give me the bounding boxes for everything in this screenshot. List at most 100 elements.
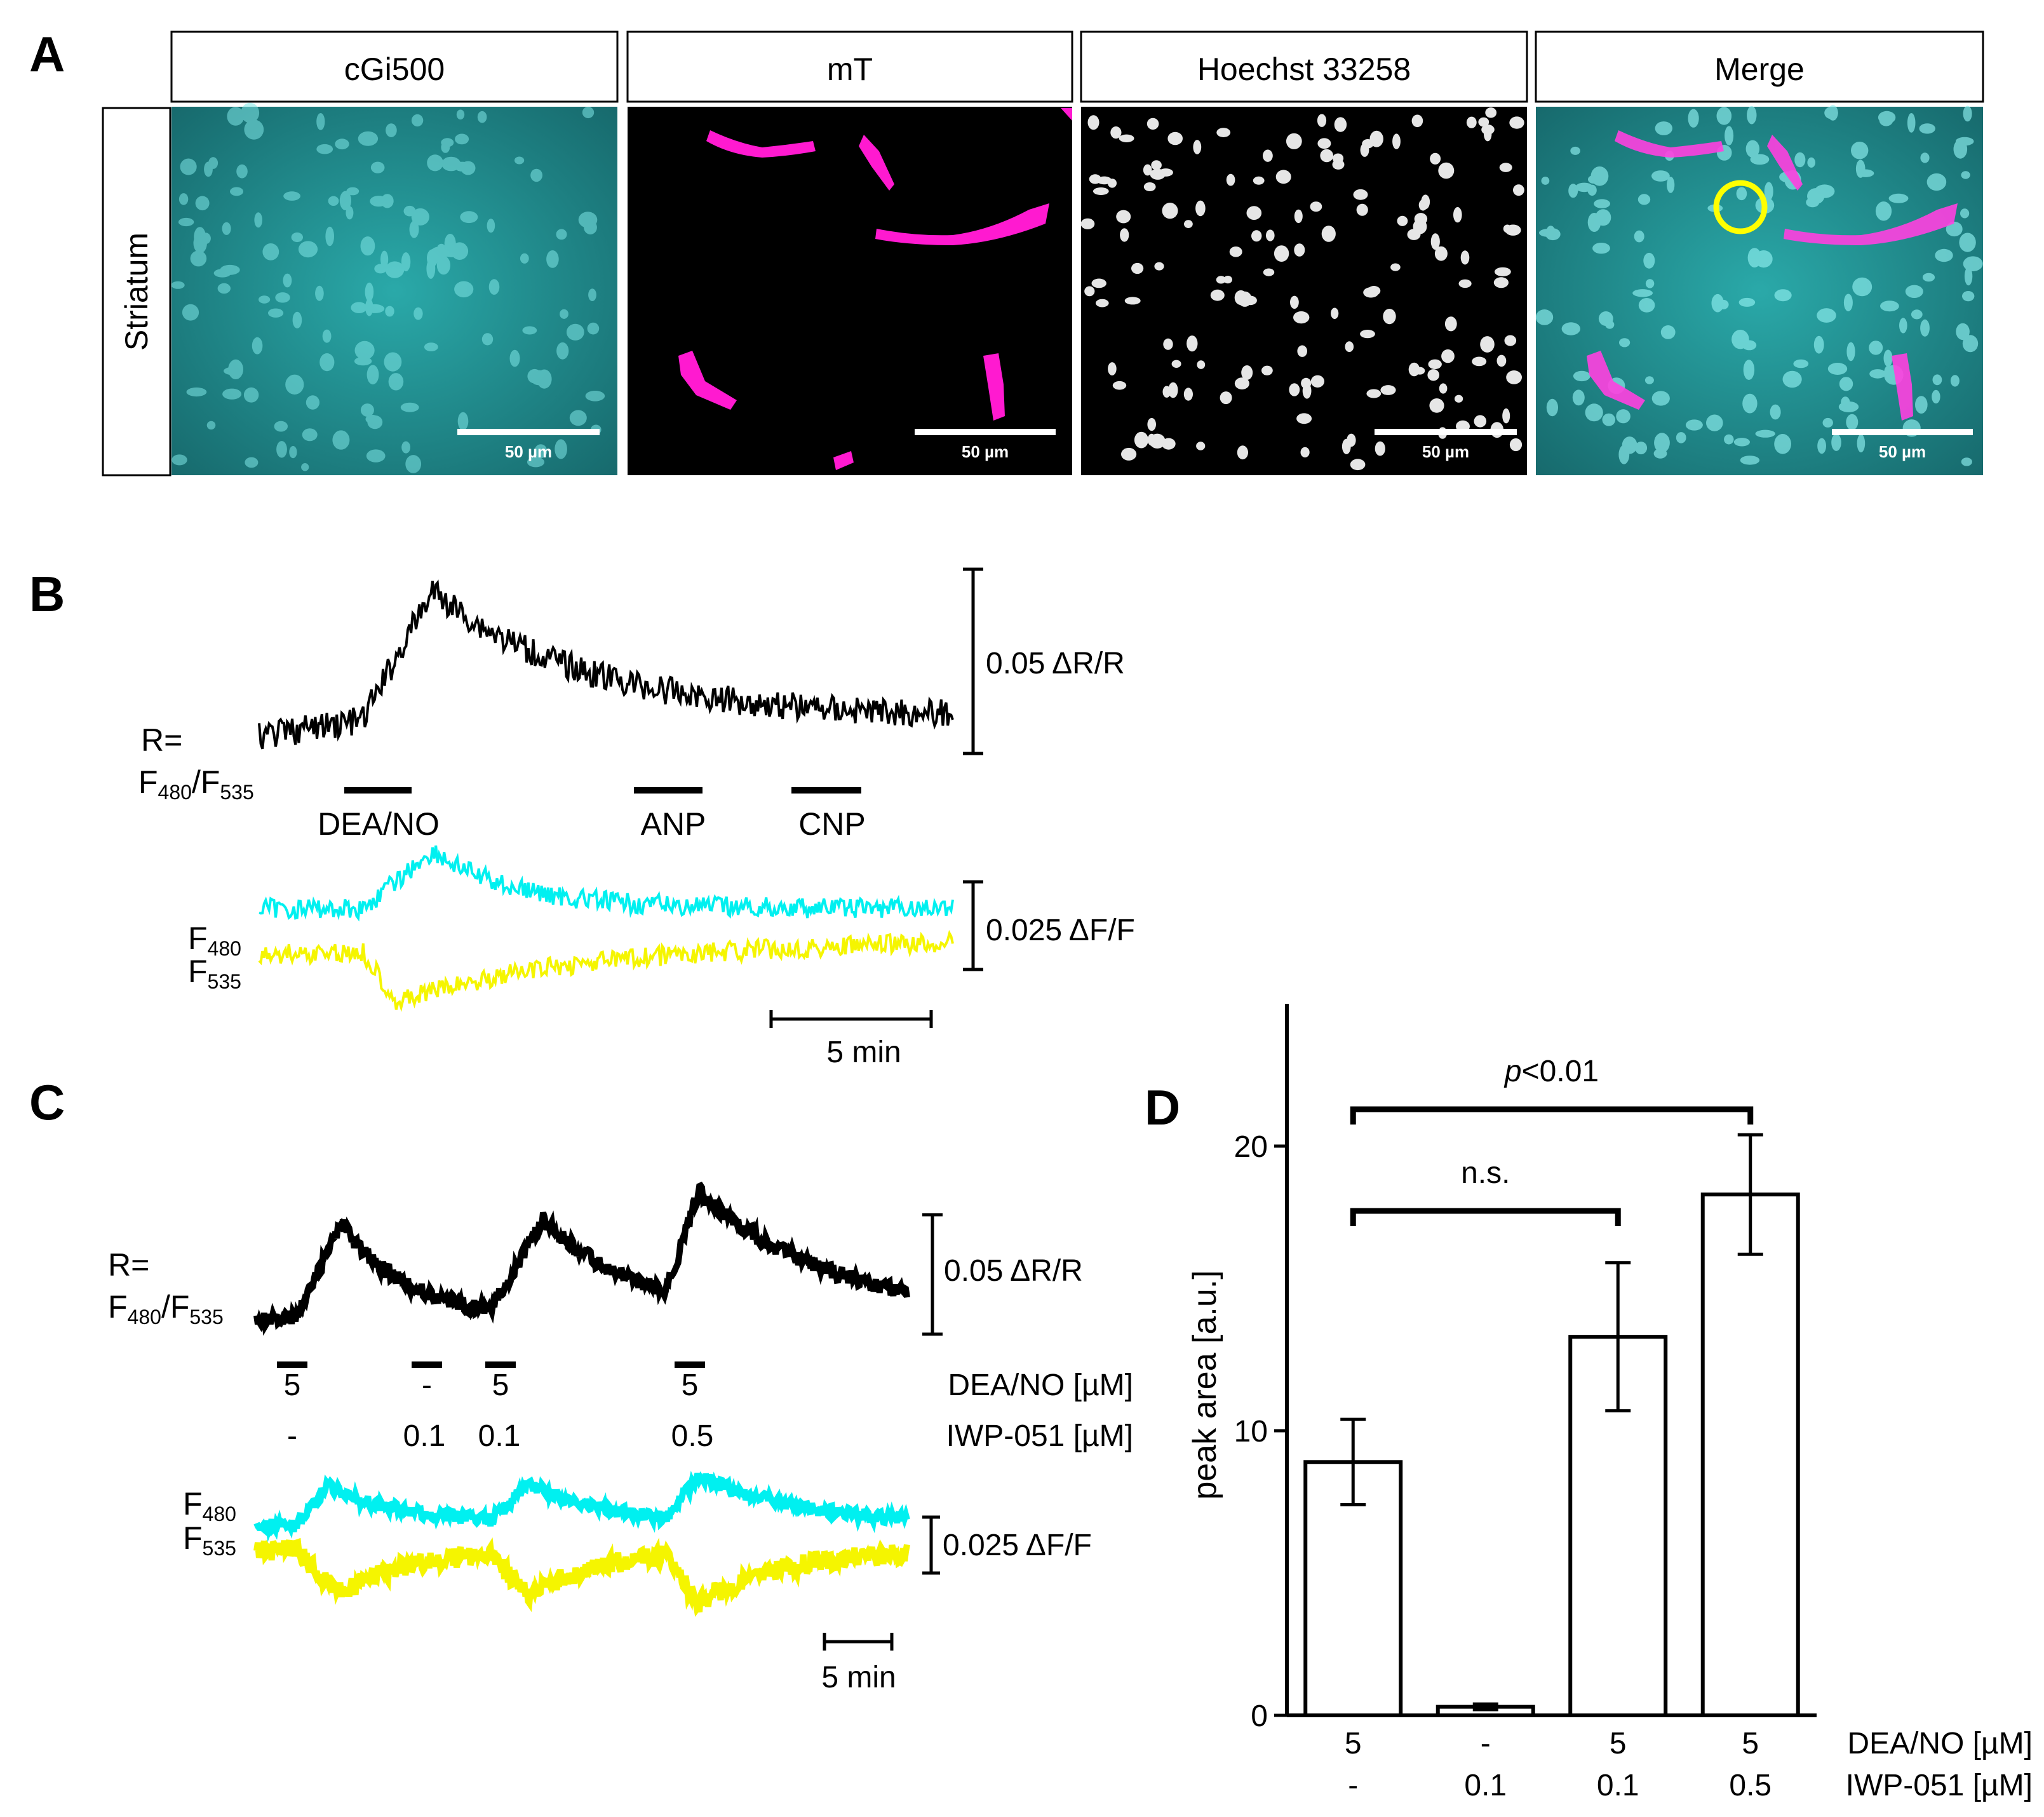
texture-dot — [370, 161, 385, 173]
texture-dot — [1920, 152, 1930, 163]
texture-dot — [585, 391, 605, 402]
texture-dot — [1453, 206, 1462, 223]
texture-dot — [1458, 279, 1472, 288]
texture-dot — [1602, 413, 1616, 426]
texture-dot — [301, 463, 309, 471]
texture-dot — [1731, 330, 1749, 349]
texture-dot — [401, 252, 411, 272]
column-header-cgi500: cGi500 — [344, 51, 445, 87]
category-iwp-label: 0.1 — [1597, 1769, 1639, 1802]
column-header-box-4 — [1535, 30, 1984, 103]
app-dea-1: 5 — [284, 1368, 301, 1402]
texture-dot — [1502, 408, 1510, 424]
texture-dot — [411, 114, 424, 127]
texture-dot — [1366, 389, 1382, 398]
stim-label-cnp: CNP — [798, 806, 866, 842]
texture-dot — [1293, 311, 1310, 324]
texture-dot — [1653, 449, 1667, 459]
texture-dot — [424, 342, 438, 351]
texture-dot — [1572, 389, 1585, 406]
texture-dot — [1163, 338, 1173, 350]
texture-dot — [230, 187, 243, 196]
texture-dot — [354, 341, 375, 360]
texture-dot — [1413, 219, 1427, 234]
texture-dot — [1595, 209, 1611, 226]
texture-dot — [427, 154, 443, 172]
texture-dot — [1827, 363, 1848, 375]
texture-dot — [1499, 163, 1512, 172]
texture-dot — [1676, 432, 1686, 443]
texture-dot — [1147, 417, 1156, 431]
texture-dot — [1089, 174, 1101, 184]
texture-dot — [316, 144, 333, 154]
texture-dot — [1320, 149, 1333, 163]
texture-dot — [1300, 447, 1310, 458]
texture-dot — [1959, 233, 1976, 252]
texture-dot — [1120, 228, 1129, 242]
texture-dot — [322, 329, 332, 343]
panel-b: B R= F480/F535 DEA/NO ANP CNP 0.05 ΔR/R … — [29, 566, 1135, 1069]
texture-dot — [285, 374, 304, 395]
texture-dot — [386, 123, 397, 138]
texture-dot — [1392, 133, 1401, 149]
texture-dot — [1162, 203, 1178, 219]
texture-dot — [178, 193, 189, 205]
fluor-scale-label-c: 0.025 ΔF/F — [943, 1529, 1092, 1562]
texture-dot — [217, 283, 231, 294]
texture-dot — [190, 250, 207, 267]
texture-dot — [1946, 221, 1963, 237]
texture-dot — [1150, 168, 1166, 180]
texture-dot — [1932, 374, 1942, 386]
texture-dot — [1383, 309, 1396, 325]
texture-dot — [1638, 298, 1655, 313]
texture-dot — [276, 441, 287, 458]
texture-dot — [1143, 182, 1156, 191]
texture-dot — [1430, 233, 1440, 250]
texture-dot — [1237, 445, 1248, 460]
texture-dot — [268, 308, 284, 318]
column-header-box-1 — [170, 30, 619, 103]
texture-dot — [1367, 286, 1381, 296]
texture-dot — [1736, 187, 1747, 201]
texture-dot — [306, 395, 319, 410]
texture-dot — [1184, 220, 1193, 228]
texture-dot — [1134, 431, 1148, 449]
texture-dot — [262, 243, 279, 260]
texture-dot — [1637, 194, 1651, 205]
texture-dot — [1080, 218, 1095, 229]
texture-dot — [1197, 360, 1206, 369]
texture-dot — [426, 259, 436, 279]
texture-dot — [520, 253, 529, 264]
category-dea-label: 5 — [1742, 1727, 1759, 1760]
texture-dot — [1143, 164, 1152, 176]
texture-dot — [1301, 377, 1312, 389]
category-iwp-label: - — [1348, 1769, 1358, 1802]
texture-dot — [455, 133, 469, 145]
row1-label-c: DEA/NO [µM] — [948, 1368, 1133, 1402]
texture-dot — [1294, 209, 1303, 224]
texture-dot — [1216, 276, 1226, 284]
f480-trace-c — [253, 1471, 910, 1543]
texture-dot — [243, 387, 259, 403]
texture-dot — [1878, 111, 1896, 124]
texture-dot — [1915, 396, 1928, 414]
image-hoechst: 50 µm — [1080, 107, 1527, 475]
texture-dot — [1869, 369, 1886, 379]
panel-d-letter: D — [1145, 1079, 1180, 1135]
texture-dot — [1961, 171, 1970, 179]
texture-dot — [1112, 381, 1127, 390]
texture-dot — [1667, 177, 1675, 193]
texture-dot — [354, 356, 372, 366]
significance-bracket — [1350, 1208, 1621, 1226]
texture-dot — [1397, 215, 1408, 226]
f480-label-b: F480 — [188, 921, 241, 960]
texture-dot — [1950, 375, 1960, 387]
texture-dot — [1919, 123, 1935, 134]
texture-dot — [339, 191, 352, 210]
texture-dot — [556, 342, 569, 360]
texture-dot — [560, 309, 568, 319]
column-header-box-2 — [626, 30, 1073, 103]
texture-dot — [1294, 243, 1305, 257]
texture-dot — [1634, 230, 1644, 243]
texture-dot — [1146, 118, 1159, 130]
